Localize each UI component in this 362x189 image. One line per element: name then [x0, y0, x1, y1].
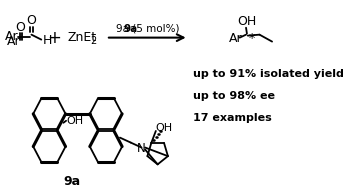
Text: 2: 2	[91, 36, 97, 46]
Text: OH: OH	[156, 123, 173, 133]
Text: OH: OH	[237, 15, 257, 28]
Text: +: +	[47, 29, 61, 47]
Text: H: H	[43, 34, 52, 47]
Text: 9a (5 mol%): 9a (5 mol%)	[115, 24, 179, 34]
Text: up to 91% isolated yield: up to 91% isolated yield	[193, 69, 344, 79]
Text: O: O	[26, 14, 36, 27]
Text: ZnEt: ZnEt	[67, 31, 96, 44]
Text: N: N	[137, 142, 146, 155]
Text: up to 98% ee: up to 98% ee	[193, 91, 275, 101]
Text: 9a: 9a	[124, 24, 138, 34]
Text: Ar: Ar	[7, 35, 21, 48]
Text: OH: OH	[66, 116, 83, 126]
Text: O: O	[15, 21, 25, 34]
Text: 9a: 9a	[63, 175, 80, 188]
Text: *: *	[249, 32, 255, 45]
Text: 17 examples: 17 examples	[193, 113, 272, 123]
Text: Ar: Ar	[229, 32, 243, 45]
Text: Ar: Ar	[4, 30, 18, 43]
